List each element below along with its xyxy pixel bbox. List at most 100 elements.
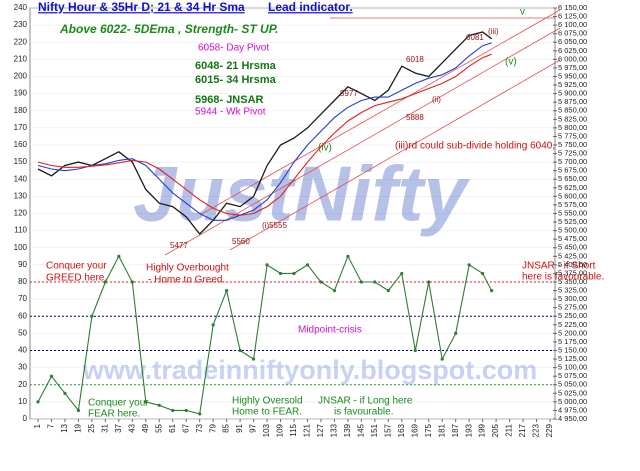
y2-tick-label: 5 100,00 — [558, 363, 587, 372]
y2-tick-label: 5 700,00 — [558, 157, 587, 166]
channel-line — [164, 27, 561, 256]
x-tick-label: 19 — [74, 423, 83, 432]
y2-tick-label: 5 825,00 — [558, 114, 587, 123]
y2-tick-label: 5 950,00 — [558, 71, 587, 80]
wave-label: (iii) — [488, 27, 499, 36]
y2-tick-label: 5 050,00 — [558, 380, 587, 389]
oscillator-dot — [490, 288, 494, 293]
y-tick-label: 200 — [14, 72, 28, 81]
y2-tick-label: 5 425,00 — [558, 251, 587, 260]
y2-tick-label: 5 750,00 — [558, 140, 587, 149]
x-tick-label: 31 — [100, 423, 109, 432]
y2-tick-label: 5 150,00 — [558, 345, 587, 354]
x-tick-label: 49 — [141, 423, 150, 432]
y2-tick-label: 5 800,00 — [558, 123, 587, 132]
oscillator-dot — [117, 254, 121, 258]
x-tick-label: 205 — [491, 423, 500, 437]
wave-label: (i)5555 — [262, 221, 287, 230]
wave-label: (v) — [505, 57, 517, 68]
annotation: (iii)rd could sub-divide holding 6040, — [395, 141, 555, 152]
wave-label: 5477 — [170, 241, 188, 250]
x-tick-label: 1 — [33, 423, 42, 428]
x-tick-label: 115 — [289, 423, 298, 436]
x-tick-label: 67 — [181, 423, 190, 432]
y2-tick-label: 5 325,00 — [558, 286, 587, 295]
oscillator-dot — [373, 280, 377, 284]
y2-tick-label: 5 025,00 — [558, 388, 587, 397]
chart-subtitle: Lead indicator. — [268, 0, 353, 14]
channel-line — [229, 59, 561, 251]
y2-tick-label: 5 775,00 — [558, 131, 587, 140]
x-tick-label: 151 — [370, 423, 379, 437]
x-tick-label: 133 — [330, 423, 339, 437]
annotation: Conquer your — [46, 261, 107, 272]
y2-tick-label: 6 125,00 — [558, 12, 587, 21]
annotation: FEAR here. — [88, 409, 140, 420]
y2-tick-label: 5 200,00 — [558, 328, 587, 337]
annotation: Highly Overbought — [146, 263, 229, 274]
y2-tick-label: 5 175,00 — [558, 337, 587, 346]
annotation: - Home to Greed. — [148, 275, 225, 286]
y2-tick-label: 5 375,00 — [558, 268, 587, 277]
y-tick-label: 70 — [18, 294, 27, 303]
annotation: JNSAR - if Long here — [318, 396, 413, 407]
y2-tick-label: 5 000,00 — [558, 397, 587, 406]
y2-tick-label: 5 500,00 — [558, 226, 587, 235]
x-tick-label: 211 — [505, 423, 514, 436]
oscillator-dot — [359, 280, 363, 284]
annotation: Highly Oversold — [232, 396, 303, 407]
oscillator-dot — [184, 408, 188, 413]
y2-tick-label: 5 575,00 — [558, 200, 587, 209]
y-tick-label: 60 — [18, 311, 27, 320]
y2-tick-label: 6 150,00 — [558, 3, 587, 12]
x-tick-label: 85 — [222, 423, 231, 432]
wave-label: 6081 — [466, 33, 484, 42]
oscillator-dot — [251, 357, 256, 361]
oscillator-dot — [278, 271, 283, 276]
y2-tick-label: 5 450,00 — [558, 243, 587, 252]
x-tick-label: 37 — [114, 423, 123, 432]
y2-tick-label: 5 850,00 — [558, 106, 587, 115]
y-tick-label: 130 — [14, 191, 28, 200]
y2-tick-label: 5 525,00 — [558, 217, 587, 226]
wave-label: 5560 — [232, 237, 250, 246]
wave-label: 6018 — [406, 55, 424, 64]
y-tick-label: 160 — [14, 140, 28, 149]
y-tick-label: 150 — [14, 157, 28, 166]
y-tick-label: 120 — [14, 209, 28, 218]
watermark: www.tradeinniftyonly.blogspot.com — [82, 355, 538, 385]
wave-label: (iv) — [318, 143, 332, 154]
y-tick-label: 40 — [18, 346, 27, 355]
oscillator-dot — [49, 374, 54, 378]
annotation: 6015- 34 Hrsma — [195, 74, 277, 86]
x-tick-label: 73 — [195, 423, 204, 432]
x-tick-label: 7 — [47, 423, 56, 428]
annotation: Conquer your — [88, 398, 149, 409]
x-tick-label: 193 — [464, 423, 473, 437]
y2-tick-label: 5 900,00 — [558, 89, 587, 98]
x-tick-label: 187 — [451, 423, 460, 437]
y2-tick-label: 5 275,00 — [558, 303, 587, 312]
x-tick-label: 229 — [545, 423, 554, 437]
x-tick-label: 175 — [424, 423, 433, 437]
oscillator-dot — [427, 280, 431, 284]
y-tick-label: 100 — [14, 243, 28, 252]
oscillator-dot — [292, 271, 296, 276]
x-tick-label: 145 — [356, 423, 365, 437]
oscillator-dot — [481, 271, 485, 276]
x-tick-label: 127 — [316, 423, 325, 437]
y2-tick-label: 5 625,00 — [558, 183, 587, 192]
annotation: JNSAR - if Short — [522, 261, 596, 272]
y-tick-label: 220 — [14, 37, 28, 46]
oscillator-dot — [144, 400, 148, 404]
y-tick-label: 140 — [14, 174, 28, 183]
y-tick-label: 80 — [18, 277, 27, 286]
series-line — [37, 42, 492, 221]
oscillator-dot — [211, 323, 215, 327]
oscillator-dot — [386, 288, 390, 293]
wave-label: (ii) — [432, 95, 441, 104]
x-tick-label: 61 — [168, 423, 177, 432]
y2-tick-label: 4 950,00 — [558, 414, 587, 423]
oscillator-dot — [225, 288, 229, 293]
oscillator-dot — [440, 357, 444, 361]
